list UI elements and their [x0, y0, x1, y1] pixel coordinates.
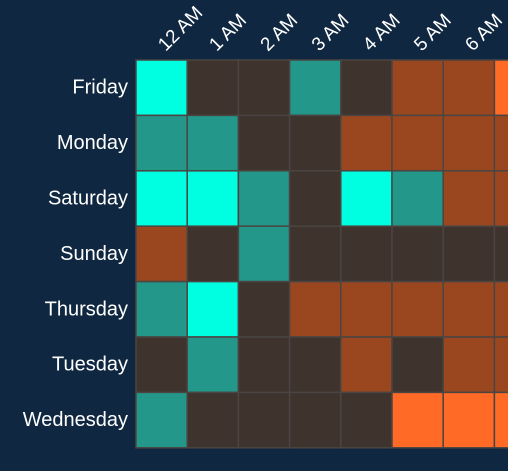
heatmap-cell-friday-1-am [186, 59, 240, 117]
heatmap-cell-wednesday-3-am [288, 391, 342, 449]
heatmap-cell-saturday-1-am [186, 170, 240, 227]
heatmap-cell-wednesday-12-am [135, 391, 188, 449]
y-tick-label-thursday: Thursday [45, 298, 128, 320]
heatmap-cell-tuesday-7-am [493, 336, 508, 394]
heatmap-cell-friday-7-am [493, 59, 508, 117]
heatmap-cell-thursday-7-am [493, 280, 508, 338]
heatmap-cell-friday-2-am [237, 59, 291, 117]
heatmap-cell-thursday-3-am [288, 280, 342, 338]
heatmap-cell-monday-3-am [288, 114, 342, 172]
heatmap-cell-tuesday-4-am [340, 336, 393, 394]
heatmap-cell-thursday-1-am [186, 280, 240, 338]
y-tick-label-tuesday: Tuesday [52, 354, 128, 376]
heatmap-cell-thursday-6-am [442, 280, 496, 338]
x-tick-label-5-am: 5 AM [410, 10, 455, 55]
heatmap-cell-friday-12-am [135, 59, 188, 117]
heatmap-cell-sunday-5-am [391, 225, 444, 283]
heatmap-cell-tuesday-3-am [288, 336, 342, 394]
heatmap-cell-sunday-2-am [237, 225, 291, 283]
heatmap-cell-wednesday-4-am [340, 391, 393, 449]
heatmap-cell-saturday-7-am [493, 170, 508, 227]
y-tick-label-saturday: Saturday [48, 188, 128, 210]
heatmap-cell-saturday-6-am [442, 170, 496, 227]
heatmap-cell-sunday-3-am [288, 225, 342, 283]
x-tick-label-2-am: 2 AM [257, 10, 302, 55]
heatmap-cell-saturday-4-am [340, 170, 393, 227]
heatmap-cell-monday-1-am [186, 114, 240, 172]
y-tick-label-friday: Friday [72, 77, 128, 99]
heatmap-cell-wednesday-1-am [186, 391, 240, 449]
heatmap-cell-thursday-5-am [391, 280, 444, 338]
y-axis-labels: Friday Monday Saturday Sunday Thursday Tuesda… [23, 77, 128, 431]
heatmap-cell-wednesday-6-am [442, 391, 496, 449]
heatmap-cell-sunday-12-am [135, 225, 188, 283]
heatmap-cell-tuesday-2-am [237, 336, 291, 394]
heatmap-cell-saturday-12-am [135, 170, 188, 227]
x-tick-label-1-am: 1 AM [205, 10, 250, 55]
x-axis-labels: 12 AM1 AM2 AM3 AM4 AM5 AM6 AM7 AM [154, 3, 507, 56]
x-tick-label-4-am: 4 AM [359, 10, 404, 55]
heatmap-cell-tuesday-1-am [186, 336, 240, 394]
heatmap-cell-wednesday-7-am [493, 391, 508, 449]
heatmap-cell-thursday-4-am [340, 280, 393, 338]
x-tick-label-3-am: 3 AM [308, 10, 353, 55]
heatmap-cell-friday-3-am [288, 59, 342, 117]
heatmap-cell-sunday-7-am [493, 225, 508, 283]
y-tick-label-monday: Monday [57, 132, 128, 154]
heatmap-cell-monday-7-am [493, 114, 508, 172]
heatmap-cell-tuesday-12-am [135, 336, 188, 394]
x-tick-label-6-am: 6 AM [461, 10, 506, 55]
heatmap-cell-tuesday-6-am [442, 336, 496, 394]
heatmap-cell-sunday-6-am [442, 225, 496, 283]
heatmap-cell-friday-5-am [391, 59, 444, 117]
heatmap-cell-tuesday-5-am [391, 336, 444, 394]
heatmap-cell-thursday-2-am [237, 280, 291, 338]
heatmap-cell-monday-6-am [442, 114, 496, 172]
heatmap-cell-thursday-12-am [135, 280, 188, 338]
heatmap-cell-saturday-5-am [391, 170, 444, 227]
heatmap-cell-friday-4-am [340, 59, 393, 117]
heatmap-cell-wednesday-5-am [391, 391, 444, 449]
heatmap-cell-monday-12-am [135, 114, 188, 172]
heatmap-cell-saturday-3-am [288, 170, 342, 227]
y-tick-label-sunday: Sunday [60, 243, 128, 265]
heatmap-cell-sunday-1-am [186, 225, 240, 283]
heatmap-cell-sunday-4-am [340, 225, 393, 283]
heatmap-cell-monday-4-am [340, 114, 393, 172]
heatmap-cell-monday-5-am [391, 114, 444, 172]
y-tick-label-wednesday: Wednesday [23, 409, 128, 431]
heatmap-cells [135, 59, 508, 449]
heatmap-cell-friday-6-am [442, 59, 496, 117]
heatmap-cell-monday-2-am [237, 114, 291, 172]
heatmap-cell-wednesday-2-am [237, 391, 291, 449]
heatmap-cell-saturday-2-am [237, 170, 291, 227]
x-tick-label-12-am: 12 AM [154, 3, 207, 56]
